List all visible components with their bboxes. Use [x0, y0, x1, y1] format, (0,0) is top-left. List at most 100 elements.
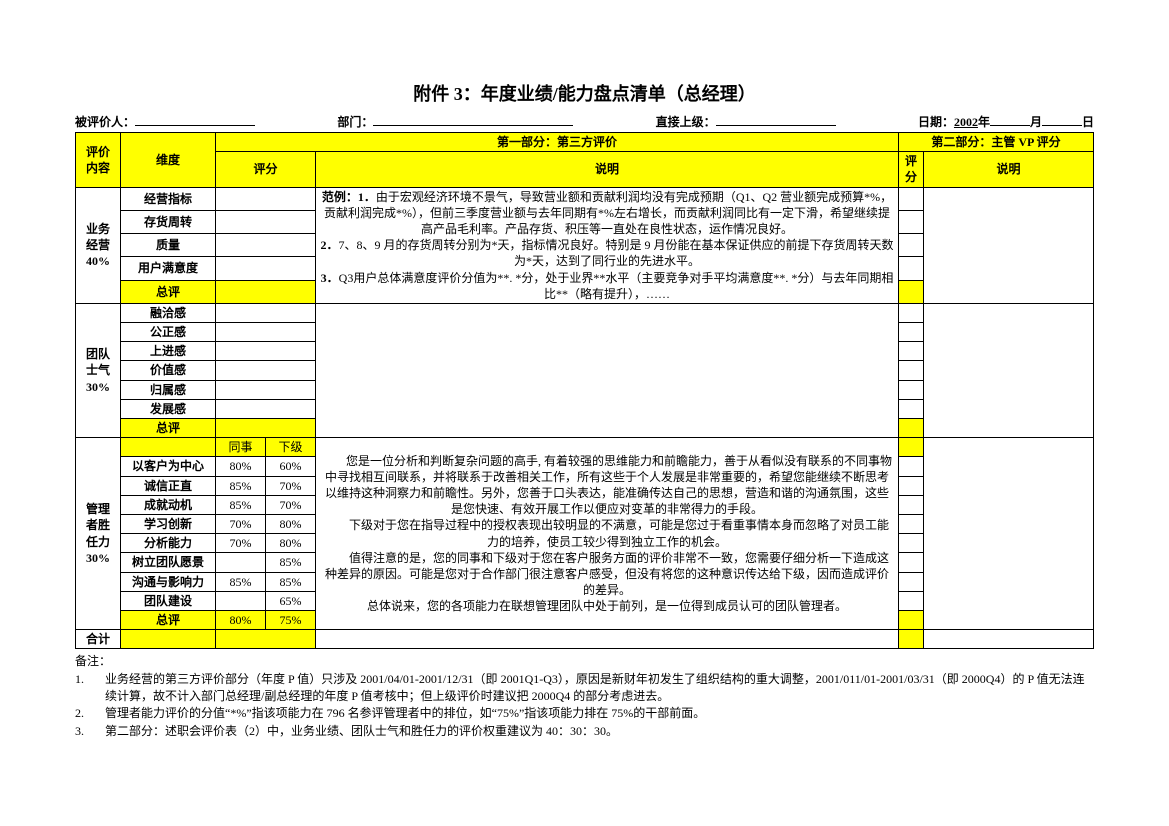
score-peer-cell: 80% — [216, 457, 266, 476]
vp-desc-cell — [924, 438, 1094, 630]
footnote-item: 3.第二部分：述职会评价表（2）中，业务业绩、团队士气和胜任力的评价权重建议为 … — [75, 723, 1094, 740]
total-dim — [121, 630, 216, 649]
dimension-cell: 上进感 — [121, 342, 216, 361]
score-peer-cell: 85% — [216, 572, 266, 591]
header-info-line: 被评价人： 部门： 直接上级： 日期： 2002 年 月 日 — [75, 112, 1094, 130]
vp-score-cell — [899, 419, 924, 438]
subhead-peer: 同事 — [216, 438, 266, 457]
vp-score-cell — [899, 553, 924, 572]
vp-score-cell — [899, 457, 924, 476]
table-body: 业务经营40%经营指标 范例：1．由于宏观经济环境不景气，导致营业额和贡献利润均没… — [76, 187, 1094, 649]
table-row: 业务经营40%经营指标范例：1．由于宏观经济环境不景气，导致营业额和贡献利润均没… — [76, 187, 1094, 210]
score-cell — [216, 361, 316, 380]
vp-score-cell — [899, 572, 924, 591]
dept-blank — [373, 112, 573, 126]
score-sub-cell: 85% — [266, 553, 316, 572]
group-name: 业务经营40% — [76, 187, 121, 303]
dimension-cell: 沟通与影响力 — [121, 572, 216, 591]
table-row: 团队士气30%融洽感 — [76, 303, 1094, 322]
dimension-cell: 学习创新 — [121, 514, 216, 533]
document-title: 附件 3：年度业绩/能力盘点清单（总经理） — [75, 80, 1094, 106]
footnote-item: 1.业务经营的第三方评价部分（年度 P 值）只涉及 2001/04/01-200… — [75, 671, 1094, 706]
score-sub-cell: 75% — [266, 610, 316, 629]
score-sub-cell: 60% — [266, 457, 316, 476]
score-peer-cell — [216, 553, 266, 572]
group-name: 团队士气30% — [76, 303, 121, 437]
footnote-number: 3. — [75, 723, 105, 740]
footnote-number: 1. — [75, 671, 105, 706]
score-peer-cell: 70% — [216, 534, 266, 553]
total-label: 合计 — [76, 630, 121, 649]
vp-desc-cell — [924, 187, 1094, 303]
day-suffix: 日 — [1082, 113, 1094, 130]
score-cell — [216, 280, 316, 303]
evaluation-table: 评价 内容 维度 第一部分：第三方评价 第二部分：主管 VP 评分 评分 说明 … — [75, 132, 1094, 649]
vp-score-cell — [899, 280, 924, 303]
dimension-cell — [121, 438, 216, 457]
score-cell — [216, 323, 316, 342]
score-cell — [216, 399, 316, 418]
dimension-cell: 以客户为中心 — [121, 457, 216, 476]
footnotes: 备注： 1.业务经营的第三方评价部分（年度 P 值）只涉及 2001/04/01… — [75, 653, 1094, 740]
vp-score-cell — [899, 399, 924, 418]
vp-score-cell — [899, 514, 924, 533]
dimension-cell: 总评 — [121, 610, 216, 629]
dimension-cell: 存货周转 — [121, 210, 216, 233]
vp-score-cell — [899, 323, 924, 342]
dimension-cell: 价值感 — [121, 361, 216, 380]
dept-label: 部门： — [337, 113, 373, 130]
description-cell: 您是一位分析和判断复杂问题的高手, 有着较强的思维能力和前瞻能力，善于从看似没有… — [316, 438, 899, 630]
evaluee-field: 被评价人： — [75, 112, 255, 130]
year-suffix: 年 — [978, 113, 990, 130]
dimension-cell: 分析能力 — [121, 534, 216, 553]
table-row: 管理者胜任力30%同事下级 您是一位分析和判断复杂问题的高手, 有着较强的思维能… — [76, 438, 1094, 457]
supervisor-field: 直接上级： — [656, 112, 836, 130]
date-label: 日期： — [918, 113, 954, 130]
footnote-text: 管理者能力评价的分值“*%”指该项能力在 796 名参评管理者中的排位，如“75… — [105, 705, 1094, 722]
th-score2: 评 分 — [899, 152, 924, 187]
score-cell — [216, 234, 316, 257]
vp-score-cell — [899, 361, 924, 380]
dimension-cell: 总评 — [121, 280, 216, 303]
dimension-cell: 经营指标 — [121, 187, 216, 210]
total-vp-desc — [924, 630, 1094, 649]
description-cell: 范例：1．由于宏观经济环境不景气，导致营业额和贡献利润均没有完成预期（Q1、Q2… — [316, 187, 899, 303]
score-cell — [216, 210, 316, 233]
vp-score-cell — [899, 210, 924, 233]
th-desc: 说明 — [316, 152, 899, 187]
vp-desc-cell — [924, 303, 1094, 437]
dimension-cell: 树立团队愿景 — [121, 553, 216, 572]
vp-score-cell — [899, 380, 924, 399]
score-cell — [216, 380, 316, 399]
description-cell — [316, 303, 899, 437]
score-sub-cell: 85% — [266, 572, 316, 591]
dimension-cell: 用户满意度 — [121, 257, 216, 280]
dimension-cell: 诚信正直 — [121, 476, 216, 495]
day-blank — [1042, 112, 1082, 126]
footnote-text: 第二部分：述职会评价表（2）中，业务业绩、团队士气和胜任力的评价权重建议为 40… — [105, 723, 1094, 740]
score-peer-cell: 80% — [216, 610, 266, 629]
vp-score-cell — [899, 610, 924, 629]
vp-score-cell — [899, 303, 924, 322]
evaluee-label: 被评价人： — [75, 113, 135, 130]
supervisor-label: 直接上级： — [656, 113, 716, 130]
th-section1: 第一部分：第三方评价 — [216, 133, 899, 152]
th-eval-content: 评价 内容 — [76, 133, 121, 188]
footnote-item: 2.管理者能力评价的分值“*%”指该项能力在 796 名参评管理者中的排位，如“… — [75, 705, 1094, 722]
footnotes-list: 1.业务经营的第三方评价部分（年度 P 值）只涉及 2001/04/01-200… — [75, 671, 1094, 741]
vp-score-cell — [899, 591, 924, 610]
score-sub-cell: 70% — [266, 495, 316, 514]
score-cell — [216, 257, 316, 280]
dimension-cell: 成就动机 — [121, 495, 216, 514]
vp-score-cell — [899, 257, 924, 280]
dimension-cell: 质量 — [121, 234, 216, 257]
score-peer-cell — [216, 591, 266, 610]
th-section2: 第二部分：主管 VP 评分 — [899, 133, 1094, 152]
month-blank — [990, 112, 1030, 126]
score-sub-cell: 80% — [266, 534, 316, 553]
score-sub-cell: 70% — [266, 476, 316, 495]
dimension-cell: 公正感 — [121, 323, 216, 342]
score-cell — [216, 419, 316, 438]
vp-score-cell — [899, 342, 924, 361]
score-sub-cell: 80% — [266, 514, 316, 533]
